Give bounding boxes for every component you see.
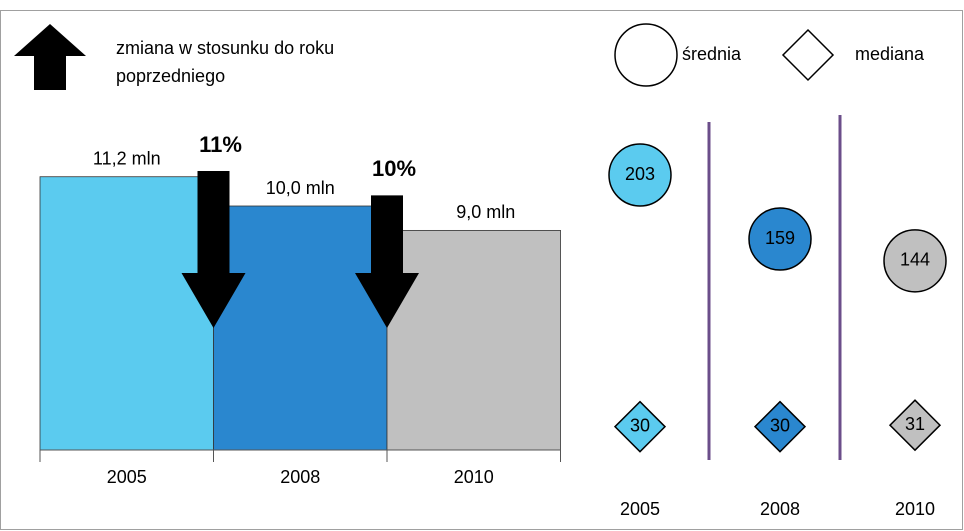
x-tick-label: 2008: [280, 467, 320, 487]
data-label: 30: [630, 415, 650, 435]
data-label: 203: [625, 164, 655, 184]
legend-label: średnia: [682, 44, 742, 64]
circle-marker: [883, 229, 947, 293]
change-label: 10%: [372, 156, 416, 181]
value-label: 10,0 mln: [266, 178, 335, 198]
x-tick-label: 2005: [107, 467, 147, 487]
bar: [39, 176, 214, 451]
legend-text-box: zmiana w stosunku do roku poprzedniego: [116, 38, 335, 86]
data-label: 144: [900, 250, 930, 270]
change-label: 11%: [199, 132, 242, 157]
frame: [0, 10, 963, 530]
diamond-marker: [753, 400, 807, 453]
x-tick-label: 2010: [454, 467, 494, 487]
data-label: 30: [770, 415, 790, 435]
diamond-marker: [781, 28, 835, 82]
diamond-marker: [613, 400, 667, 453]
change-arrow: [181, 171, 246, 328]
circle-marker: [614, 23, 678, 87]
circle-marker: [748, 207, 812, 271]
data-label: 159: [765, 228, 795, 248]
value-label: 11,2 mln: [93, 148, 161, 168]
value-label: 9,0 mln: [456, 202, 515, 222]
legend-label: mediana: [855, 44, 925, 64]
data-label: 31: [905, 414, 925, 434]
change-arrow: [355, 195, 419, 328]
bar: [213, 205, 388, 451]
diamond-marker: [888, 399, 942, 452]
bar: [386, 229, 561, 451]
x-tick-label: 2010: [895, 499, 935, 519]
legend-arrow: [14, 24, 86, 90]
legend-text: zmiana w stosunku do roku poprzedniego: [116, 38, 335, 86]
x-tick-label: 2008: [760, 499, 800, 519]
x-tick-label: 2005: [620, 499, 660, 519]
circle-marker: [608, 143, 672, 207]
